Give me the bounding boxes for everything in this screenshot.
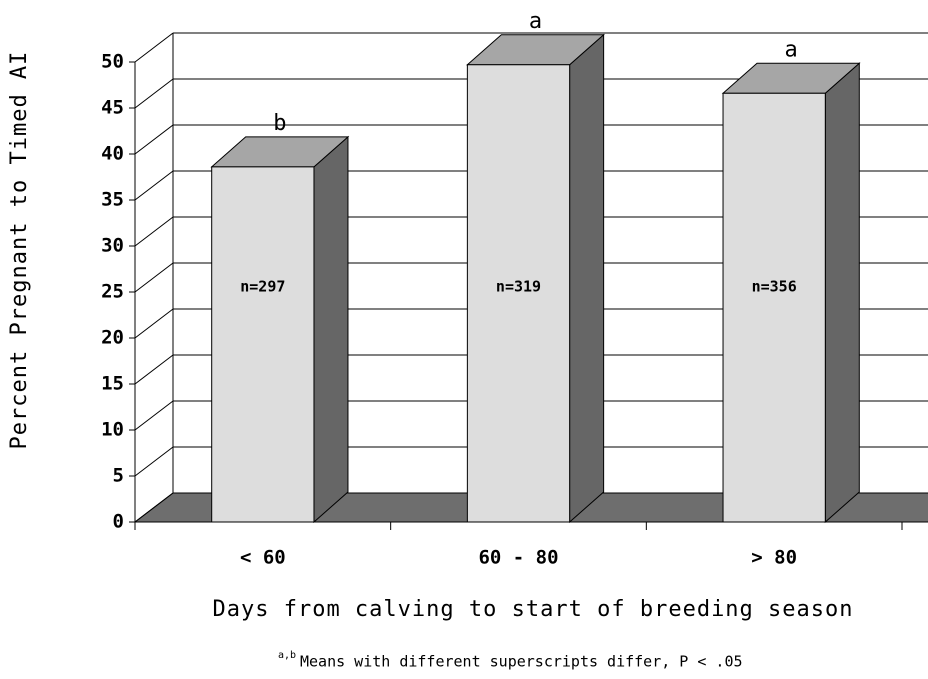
x-tick-label: > 80 xyxy=(751,547,797,569)
y-tick-label: 0 xyxy=(113,511,124,533)
footnote-superscript: a,b xyxy=(278,650,296,661)
bar-side xyxy=(824,62,860,524)
annotation: a xyxy=(529,9,542,34)
bar xyxy=(466,64,571,523)
x-tick-label: < 60 xyxy=(240,547,286,569)
footnote: Means with different superscripts differ… xyxy=(300,653,743,671)
side-grid-line xyxy=(134,308,174,339)
side-grid-line xyxy=(134,400,174,431)
side-grid-line xyxy=(134,124,174,155)
x-tick-label: 60 - 80 xyxy=(478,547,558,569)
y-axis-label: Percent Pregnant to Timed AI xyxy=(7,51,32,450)
bar xyxy=(722,92,826,523)
annotation: a xyxy=(785,37,798,62)
x-axis-label: Days from calving to start of breeding s… xyxy=(212,597,853,622)
y-tick-label: 25 xyxy=(101,281,124,303)
annotation: b xyxy=(273,111,286,136)
side-grid-line xyxy=(134,78,174,109)
side-grid-line xyxy=(134,32,174,63)
sample-size-label: n=297 xyxy=(240,278,285,296)
y-tick-label: 35 xyxy=(101,189,124,211)
y-tick-label: 45 xyxy=(101,97,124,119)
y-tick-label: 30 xyxy=(101,235,124,257)
bar-side xyxy=(313,135,349,524)
side-grid-line xyxy=(134,492,174,523)
y-tick-label: 10 xyxy=(101,419,124,441)
side-grid-line xyxy=(134,216,174,247)
y-tick-label: 15 xyxy=(101,373,124,395)
y-tick-label: 5 xyxy=(113,465,124,487)
bar-side xyxy=(569,33,605,524)
sample-size-label: n=319 xyxy=(496,278,541,296)
y-tick-label: 40 xyxy=(101,143,124,165)
bar xyxy=(211,166,315,523)
side-grid-line xyxy=(134,446,174,477)
y-tick-label: 50 xyxy=(101,51,124,73)
side-grid-line xyxy=(134,262,174,293)
side-grid-line xyxy=(134,354,174,385)
sample-size-label: n=356 xyxy=(752,278,797,296)
side-grid-line xyxy=(134,170,174,201)
y-tick-label: 20 xyxy=(101,327,124,349)
